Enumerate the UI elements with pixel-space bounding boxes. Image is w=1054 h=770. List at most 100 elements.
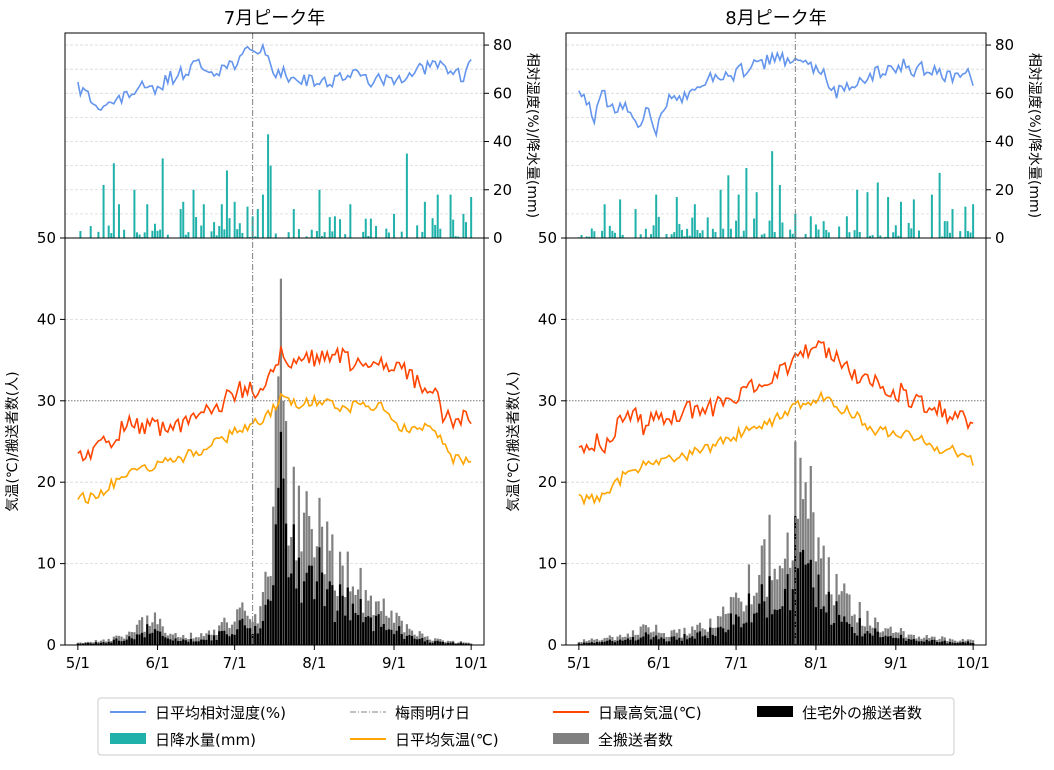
lower-ytick-label: 30 <box>538 392 557 410</box>
rain-bar <box>804 234 807 238</box>
outdoor-transport-bar <box>367 616 370 645</box>
outdoor-transport-bar <box>613 642 617 645</box>
outdoor-transport-bar <box>629 639 632 645</box>
outdoor-transport-bar <box>159 631 162 645</box>
legend: 日平均相対湿度(%) 日降水量(mm) 梅雨明け日 日平均気温(℃) 日最高気温… <box>97 697 955 756</box>
outdoor-transport-bar <box>856 635 859 645</box>
outdoor-transport-bar <box>459 642 462 645</box>
outdoor-transport-bar <box>261 620 265 645</box>
lower-ytick-label: 50 <box>37 229 56 247</box>
outdoor-transport-bar <box>848 623 851 645</box>
outdoor-transport-bar <box>825 612 828 645</box>
outdoor-transport-bar <box>724 632 727 645</box>
rain-bar <box>112 163 115 238</box>
outdoor-transport-bar <box>959 642 962 645</box>
rain-bar <box>866 192 869 238</box>
xtick-label: 5/1 <box>66 654 90 672</box>
outdoor-transport-bar <box>362 622 365 645</box>
rain-bar <box>593 231 596 238</box>
outdoor-transport-bar <box>128 636 131 645</box>
upper-axis-label: 相対湿度(%)/降水量(mm) <box>1026 53 1042 218</box>
total-transport-bar <box>161 626 164 645</box>
rain-bar <box>693 204 696 238</box>
outdoor-transport-bar <box>801 549 805 645</box>
outdoor-transport-bar <box>297 557 301 645</box>
rain-bar <box>364 218 367 238</box>
rain-bar <box>344 234 347 238</box>
total-transport-bar <box>251 621 254 645</box>
total-transport-bar <box>845 593 848 645</box>
outdoor-transport-bar <box>328 581 331 645</box>
rain-bar <box>771 151 774 238</box>
outdoor-transport-bar <box>135 634 139 645</box>
rain-bar <box>948 232 951 238</box>
total-transport-bar <box>300 551 303 645</box>
rain-bar <box>117 204 120 238</box>
rain-bar <box>737 194 740 238</box>
rain-bar <box>848 232 851 238</box>
total-transport-bar <box>722 606 725 645</box>
rain-bar <box>791 233 794 238</box>
outdoor-transport-bar <box>755 612 758 645</box>
rain-bar <box>179 209 182 238</box>
outdoor-transport-bar <box>678 637 681 645</box>
outdoor-transport-bar <box>377 614 380 645</box>
outdoor-transport-bar <box>881 636 885 645</box>
outdoor-transport-bar <box>105 643 108 645</box>
total-transport-bar <box>773 568 776 645</box>
outdoor-transport-bar <box>238 620 241 645</box>
humidity-line <box>578 50 974 139</box>
outdoor-transport-bar <box>711 634 714 645</box>
total-transport-bar <box>403 632 406 645</box>
outdoor-transport-bar <box>783 588 787 645</box>
outdoor-transport-bar <box>868 633 872 645</box>
outdoor-transport-bar <box>580 643 583 645</box>
rain-bar <box>202 204 205 238</box>
outdoor-transport-bar <box>269 600 272 645</box>
outdoor-transport-bar <box>395 630 398 645</box>
outdoor-transport-bar <box>693 638 696 645</box>
lower-ytick-label: 40 <box>538 310 557 328</box>
legend-tmax-label: 日最高気温(℃) <box>598 704 702 722</box>
outdoor-transport-bar <box>336 610 339 645</box>
total-transport-bar <box>665 636 668 645</box>
total-transport-bar <box>333 590 337 645</box>
rain-bar <box>845 216 848 238</box>
outdoor-transport-bar <box>704 635 707 645</box>
rain-bar <box>210 231 213 238</box>
outdoor-transport-bar <box>282 478 285 645</box>
rain-bar <box>773 232 776 238</box>
total-transport-bar <box>953 640 957 645</box>
outdoor-transport-bar <box>356 615 360 645</box>
outdoor-transport-bar <box>727 629 730 645</box>
outdoor-transport-bar <box>923 641 926 645</box>
rain-bar <box>588 236 591 238</box>
total-transport-bar <box>789 567 792 645</box>
outdoor-transport-bar <box>338 584 342 645</box>
outdoor-transport-bar <box>333 622 337 645</box>
outdoor-transport-bar <box>585 642 588 645</box>
outdoor-transport-bar <box>688 637 691 645</box>
total-transport-bar <box>649 632 653 645</box>
outdoor-transport-bar <box>889 635 892 645</box>
rain-bar <box>825 229 828 238</box>
outdoor-transport-bar <box>740 627 743 645</box>
rain-bar <box>698 233 701 238</box>
rain-bar <box>634 209 637 238</box>
outdoor-transport-bar <box>966 641 970 645</box>
outdoor-transport-bar <box>236 629 239 645</box>
rain-bar <box>884 236 887 238</box>
legend-rain-swatch <box>110 733 146 744</box>
outdoor-transport-bar <box>822 606 825 645</box>
lower-axis-label: 気温(℃)/搬送者数(人) <box>5 371 21 511</box>
rain-bar <box>367 235 370 238</box>
outdoor-transport-bar <box>680 640 684 645</box>
outdoor-transport-bar <box>892 637 895 645</box>
rain-bar <box>740 236 743 238</box>
outdoor-transport-bar <box>215 639 218 645</box>
rain-bar <box>644 228 647 238</box>
rain-bar <box>603 204 606 238</box>
outdoor-transport-bar <box>112 639 115 645</box>
rain-bar <box>650 234 653 238</box>
rain-bar <box>745 168 748 238</box>
